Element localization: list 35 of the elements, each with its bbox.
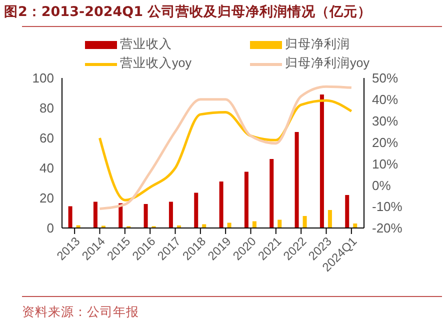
bar [168, 202, 173, 228]
bar [278, 220, 282, 228]
y2-tick-label: 10% [372, 156, 398, 172]
bar [219, 182, 224, 228]
y-tick-label: 20 [40, 190, 54, 206]
y2-tick-label: 30% [372, 113, 398, 128]
y2-tick-label: 40% [372, 92, 398, 108]
text: 资料来源：公司年报 [22, 304, 139, 321]
y-tick-label: 60 [40, 130, 54, 146]
y2-tick-label: 50% [372, 70, 398, 86]
bar [244, 172, 248, 228]
y2-tick-label: 0% [372, 178, 392, 193]
y2-tick-label: -20% [372, 220, 403, 236]
y-tick-label: 80 [40, 100, 54, 116]
legend-label: 营业收入yoy [120, 55, 192, 72]
y-tick-label: 0 [46, 220, 54, 236]
bar [144, 204, 148, 228]
bar [320, 94, 324, 228]
y2-tick-label: 20% [372, 134, 398, 150]
legend-label: 营业收入 [120, 36, 172, 53]
bar [302, 216, 307, 228]
bar [68, 206, 72, 228]
y2-tick-label: -10% [372, 199, 403, 214]
bar [194, 192, 198, 228]
bar [294, 132, 299, 228]
line-series [98, 85, 353, 210]
bar [328, 210, 332, 228]
y-tick-label: 100 [32, 70, 54, 86]
y-tick-label: 40 [40, 160, 54, 176]
chart-title: 图2：2013-2024Q1 公司营收及归母净利润情况（亿元） [4, 3, 372, 21]
bar [270, 159, 274, 228]
bar [93, 202, 98, 228]
legend-label: 归母净利润 [285, 36, 350, 53]
legend-label: 归母净利润yoy [285, 55, 370, 72]
bar [345, 195, 350, 228]
